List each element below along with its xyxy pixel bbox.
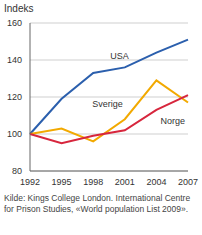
svg-text:USA: USA [110,51,129,61]
svg-text:120: 120 [7,92,22,102]
html-text:Kilde: Kings College London. I: Kilde: Kings College London. Internation… [4,193,191,214]
svg-text:2007: 2007 [178,177,198,187]
html-text:Indeks: Indeks [4,3,34,14]
svg-text:1992: 1992 [20,177,40,187]
svg-text:2004: 2004 [146,177,166,187]
svg-text:140: 140 [7,55,22,65]
svg-text:Norge: Norge [160,116,185,126]
svg-text:100: 100 [7,129,22,139]
svg-text:1995: 1995 [52,177,72,187]
svg-text:2001: 2001 [115,177,135,187]
svg-text:160: 160 [7,18,22,28]
svg-text:Sverige: Sverige [92,99,123,109]
svg-text:80: 80 [12,166,22,176]
svg-text:1998: 1998 [83,177,103,187]
